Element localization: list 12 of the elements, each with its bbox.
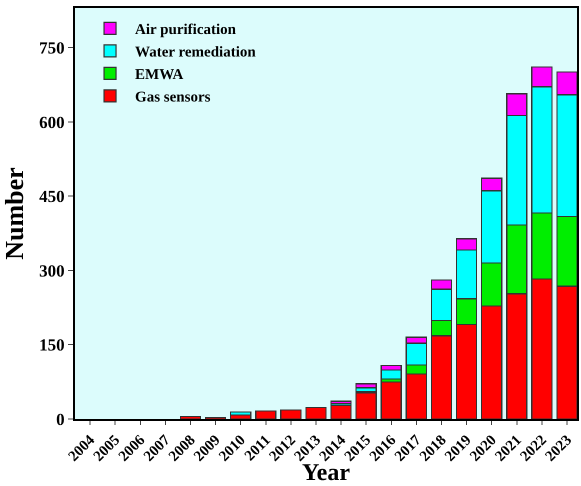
y-tick-label: 0	[56, 410, 65, 429]
y-axis-title: Number	[0, 167, 29, 260]
legend-label: Water remediation	[135, 44, 256, 61]
y-tick-label: 750	[39, 38, 65, 58]
legend-label: Gas sensors	[135, 90, 211, 106]
legend-label: Air purification	[135, 22, 237, 38]
legend-label: EMWA	[135, 67, 184, 84]
y-tick-label: 450	[39, 187, 65, 206]
y-tick-label: 600	[39, 112, 65, 132]
y-tick-label: 300	[39, 261, 65, 280]
y-tick-label: 150	[39, 336, 65, 355]
x-axis-title: Year	[302, 460, 350, 486]
